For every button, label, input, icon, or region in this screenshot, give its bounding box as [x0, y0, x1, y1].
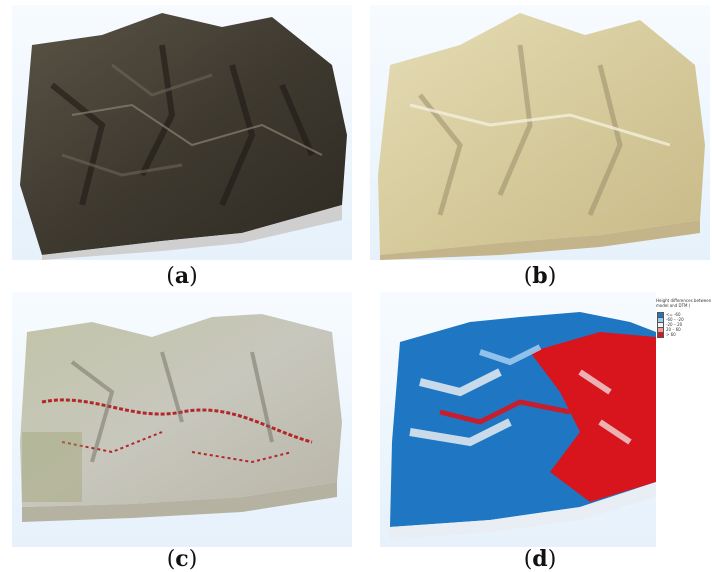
legend-label: > 60	[666, 332, 676, 337]
terrain-panel-b	[370, 5, 710, 260]
caption-d: (d)	[523, 546, 557, 572]
caption-c: (c)	[166, 546, 198, 572]
terrain-panel-c	[12, 292, 352, 547]
legend-item: > 60	[656, 331, 712, 338]
terrain-panel-d	[380, 292, 656, 547]
legend-label: <= -60	[666, 312, 681, 317]
terrain-panel-a	[12, 5, 352, 260]
legend-title: Height differences between model and DTM…	[656, 298, 712, 308]
caption-a: (a)	[166, 263, 198, 289]
terrain-image-d	[390, 312, 656, 540]
legend-label: -60 – -20	[666, 317, 684, 322]
legend-label: -20 – 20	[666, 322, 683, 327]
height-difference-legend: Height differences between model and DTM…	[656, 298, 712, 346]
terrain-image-a	[20, 13, 347, 260]
terrain-image-c	[20, 314, 342, 522]
legend-swatch	[657, 331, 664, 338]
terrain-image-b	[378, 13, 705, 260]
caption-b: (b)	[523, 263, 557, 289]
legend-label: 20 – 60	[666, 327, 681, 332]
